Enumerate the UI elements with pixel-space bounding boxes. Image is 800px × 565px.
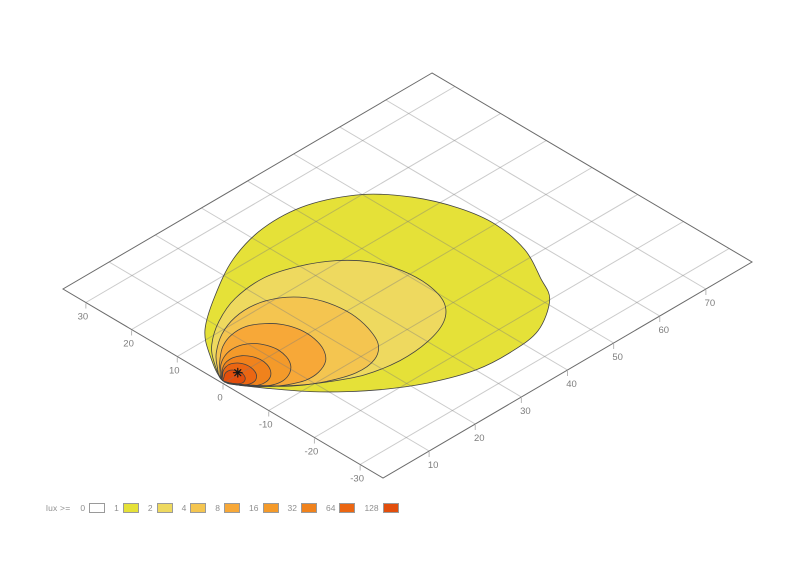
x-tick-label: 40 [566,379,577,390]
legend-item: 4 [182,503,207,513]
legend-swatch [339,503,356,513]
contour-fill-128 [223,370,246,384]
legend-item-value: 4 [181,502,187,513]
legend-swatch [262,503,279,513]
legend-item: 128 [364,502,399,513]
legend-swatch [122,503,139,513]
grid-line-x [339,126,661,317]
legend-swatch [89,503,106,513]
y-tick-label: 10 [169,366,180,377]
legend-item: 16 [249,502,279,513]
source-marker [234,369,242,377]
legend-item-value: 8 [215,502,221,513]
grid-line-x [154,234,476,425]
legend-swatch [190,503,207,513]
grid-line-y [222,167,593,384]
x-tick-label: 10 [428,460,439,471]
x-tick-label: 60 [658,325,669,336]
legend-item-value: 2 [147,502,153,513]
legend-item-value: 32 [287,502,297,513]
x-tick-label: 30 [520,406,531,417]
legend: lux >= 0 1 2 4 8 16 32 64 128 [46,501,408,515]
legend-swatch [156,503,173,513]
y-tick-label: 0 [217,393,222,404]
x-tick-label: 20 [474,433,485,444]
contour-line-4 [215,296,379,387]
legend-swatch [300,503,317,513]
contour-line-32 [221,355,272,387]
legend-item: 64 [325,502,356,513]
contour-line-16 [220,343,292,387]
grid-line-x [201,207,522,398]
legend-swatch [382,503,399,513]
y-tick-label: -20 [305,447,319,458]
grid-line-x [293,153,614,344]
grid-line-y [131,113,501,330]
grid-line-y [314,221,684,438]
x-tick-label: 50 [612,352,623,363]
grid-line-x [385,99,707,290]
legend-item: 0 [80,502,106,513]
plane-border [62,72,753,479]
legend-title: lux >= [46,502,71,513]
y-tick-label: -10 [259,420,273,431]
x-tick-label: 70 [705,298,716,309]
legend-item: 8 [215,502,241,513]
legend-item: 1 [114,503,139,513]
grid-line-y [177,140,547,357]
legend-item-value: 16 [249,502,259,513]
legend-item-value: 0 [80,502,86,513]
legend-item-value: 128 [364,502,379,513]
y-tick-label: 30 [78,312,89,323]
legend-item: 32 [288,503,317,513]
contour-line-1 [204,193,551,393]
legend-items: 0 1 2 4 8 16 32 64 128 [80,503,407,513]
grid-line-x [247,180,568,371]
grid-line-y [268,194,638,411]
y-tick-label: 20 [123,339,134,350]
legend-item: 2 [148,503,173,513]
grid-line-y [85,86,456,303]
legend-swatch [224,503,241,513]
legend-item-value: 1 [114,502,119,513]
legend-item-value: 64 [325,502,336,513]
y-tick-label: -30 [350,474,364,485]
contour-line-8 [219,323,327,387]
grid-line-y [359,248,730,465]
contour-line-64 [221,362,257,386]
grid-line-x [108,261,430,452]
